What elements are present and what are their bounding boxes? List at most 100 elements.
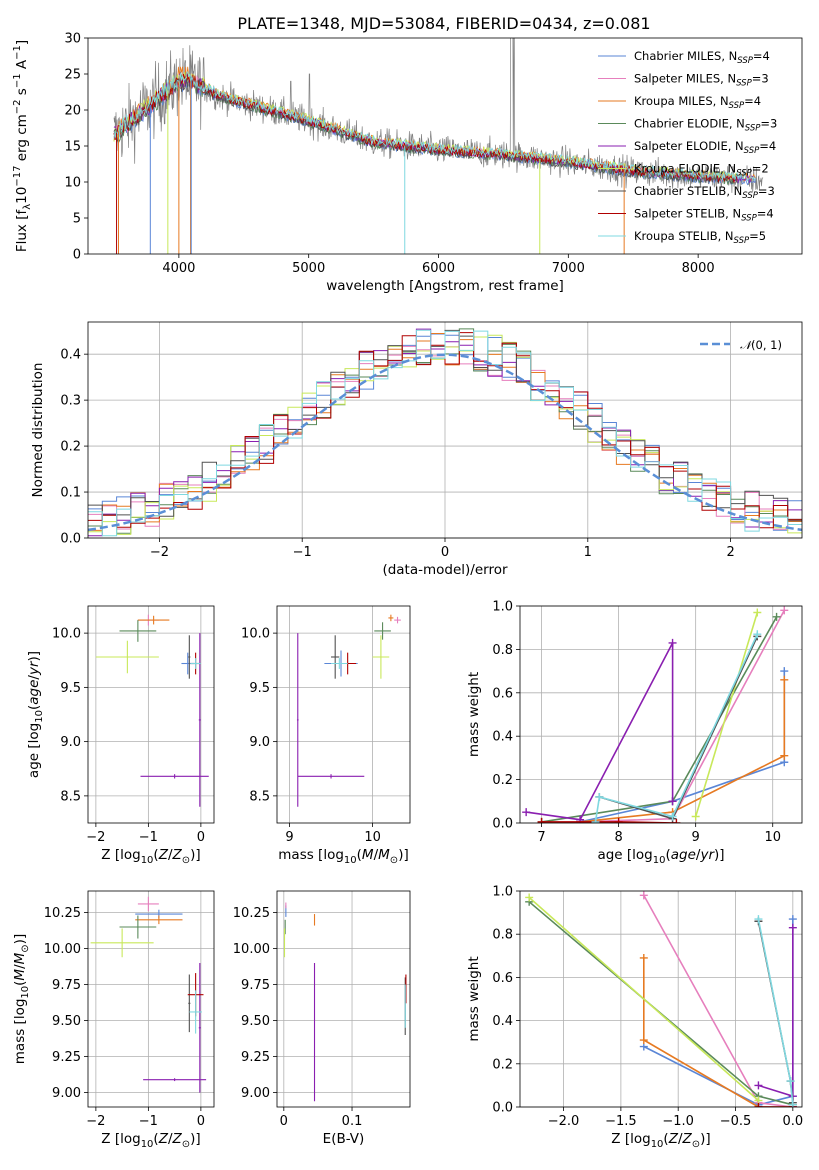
age_vs_mass-xtick-label: 9 [285, 830, 293, 845]
age_vs_mass-xtick-label: 10 [364, 830, 381, 845]
residual_histogram-xtick-label: 0 [441, 545, 449, 560]
y-axis-label: age [log10(age/yr)] [26, 651, 45, 778]
mass_vs_Z-ytick-label: 9.25 [52, 1050, 81, 1065]
age_vs_Z-panel: −2 −1 0 8.5 9.0 9.5 10.0 Z [log10(Z/Z⊙)] age [lo… [26, 605, 215, 866]
weight-line-3 [541, 616, 778, 823]
legend-label-3: Chabrier ELODIE, NSSP=3 [634, 117, 777, 134]
weight_vs_age-plot-area [522, 606, 789, 823]
weight-marker-7-0 [754, 1103, 763, 1107]
spectrum-xtick-label: 7000 [552, 261, 585, 276]
model-spectrum-line-8 [113, 70, 757, 182]
weight-line-8 [594, 633, 759, 823]
weight-marker-8-3 [753, 630, 762, 639]
legend-label-2: Kroupa MILES, NSSP=4 [634, 94, 761, 111]
legend-label-0: Chabrier MILES, NSSP=4 [634, 49, 770, 66]
age_vs_Z-xtick-label: −2 [86, 830, 105, 845]
y-axis-label: Flux [fλ10−17 erg cm−2 s−1 A−1] [12, 40, 33, 252]
x-axis-label: wavelength [Angstrom, rest frame] [326, 278, 564, 294]
histogram-series-8 [88, 329, 802, 537]
y-axis-label: mass weight [466, 672, 482, 757]
age_vs_Z-ytick-label: 9.5 [60, 681, 81, 696]
weight-marker-4-0 [754, 1081, 763, 1090]
spectrum-xtick-label: 8000 [682, 261, 715, 276]
mass_vs_Z-ytick-label: 9.50 [52, 1014, 81, 1029]
x-axis-label: Z [log10(Z/Z⊙)] [101, 847, 200, 866]
residual_histogram-ytick-label: 0.1 [60, 486, 81, 501]
mass_vs_EBV-frame [276, 890, 411, 1108]
age_vs_mass-plot-area [296, 614, 401, 807]
weight-marker-7-0 [537, 817, 546, 823]
mass_vs_EBV-ytick-label: 10.00 [233, 942, 270, 957]
age_vs_mass-ytick-label: 8.5 [249, 789, 270, 804]
weight_vs_age-frame [519, 605, 803, 824]
mass_vs_EBV-ytick-label: 9.00 [241, 1086, 270, 1101]
mass_vs_EBV-grid [277, 891, 410, 1107]
weight-marker-0-3 [788, 915, 797, 924]
weight-marker-2-0 [639, 953, 648, 962]
weight-marker-8-1 [786, 1077, 795, 1086]
weight-line-8 [757, 918, 794, 1105]
residual_histogram-xtick-label: 1 [584, 545, 592, 560]
residual_histogram-ytick-label: 0.3 [60, 394, 81, 409]
normal-reference-curve [88, 353, 802, 532]
age_vs_Z-ytick-label: 8.5 [60, 789, 81, 804]
mass_vs_Z-xtick-label: 0 [197, 1114, 205, 1129]
residual_histogram-ytick-label: 0.0 [60, 532, 81, 547]
spectrum-ytick-label: 25 [64, 68, 81, 83]
weight_vs_age-ytick-label: 0.6 [492, 686, 513, 701]
age_vs_mass-grid [277, 606, 410, 823]
age_vs_Z-grid [88, 606, 214, 823]
weight-marker-3-2 [772, 612, 781, 621]
legend-label-5: Kroupa ELODIE, NSSP=2 [634, 162, 769, 179]
age_vs_mass-ytick-label: 10.0 [241, 627, 270, 642]
residual_histogram-plot-area [88, 328, 802, 537]
weight-marker-8-1 [595, 792, 604, 801]
legend-label-1: Salpeter MILES, NSSP=3 [634, 72, 769, 89]
residual_histogram-ytick-label: 0.4 [60, 348, 81, 363]
weight-marker-8-0 [591, 817, 600, 823]
legend-label-8: Kroupa STELIB, NSSP=5 [634, 229, 766, 246]
mass_vs_Z-frame [87, 890, 215, 1108]
weight_vs_age-ytick-label: 1.0 [492, 600, 513, 615]
weight-marker-2-1 [639, 1036, 648, 1045]
weight_vs_Z-ytick-label: 0.0 [492, 1101, 513, 1116]
figure-title: PLATE=1348, MJD=53084, FIBERID=0434, z=0… [237, 14, 650, 33]
mass_vs_Z-xtick-label: −2 [86, 1114, 105, 1129]
weight-marker-1-2 [780, 606, 789, 615]
residual_histogram-frame [87, 321, 803, 539]
weight-marker-8-2 [668, 812, 677, 821]
age_vs_mass-ytick-label: 9.0 [249, 735, 270, 750]
weight-line-5 [528, 896, 759, 1102]
weight-line-0 [643, 919, 794, 1106]
spectrum-ytick-label: 20 [64, 104, 81, 119]
mass_vs_Z-ytick-label: 10.25 [44, 906, 81, 921]
weight-marker-7-1 [614, 817, 623, 823]
model-spectrum-line-7 [113, 72, 738, 183]
weight_vs_Z-plot-area [525, 891, 797, 1107]
y-axis-label: mass [log10(M/M⊙)] [12, 934, 31, 1064]
weight_vs_Z-xtick-label: −1.0 [662, 1114, 694, 1129]
spectrum-panel: 4000 5000 6000 7000 8000 0 5 10 15 20 25 30 waveleng… [12, 32, 803, 294]
spectrum-frame [87, 37, 803, 255]
weight_vs_age-ytick-label: 0.4 [492, 730, 513, 745]
mass_vs_EBV-xtick-label: 0.1 [342, 1114, 363, 1129]
mass_vs_Z-plot-area [90, 896, 207, 1093]
spectrum-ytick-label: 15 [64, 140, 81, 155]
age_vs_Z-ytick-label: 9.0 [60, 735, 81, 750]
weight-line-4 [758, 927, 794, 1107]
mass_vs_Z-ytick-label: 9.00 [52, 1086, 81, 1101]
age_vs_Z-frame [87, 605, 215, 824]
age_vs_Z-plot-area [95, 614, 209, 807]
legend-label-7: Salpeter STELIB, NSSP=4 [634, 207, 774, 224]
weight-marker-5-1 [753, 608, 762, 617]
spectrum-ytick-label: 10 [64, 176, 81, 191]
weight_vs_Z-ytick-label: 0.6 [492, 971, 513, 986]
mass_vs_EBV-xtick-label: 0 [280, 1114, 288, 1129]
weight_vs_Z-ytick-label: 1.0 [492, 885, 513, 900]
residual_histogram-xtick-label: −2 [150, 545, 169, 560]
residual_histogram-panel: −2 −1 0 1 2 0.0 0.1 0.2 0.3 0.4 (data-model)/error… [30, 321, 803, 578]
weight_vs_age-xtick-label: 9 [692, 830, 700, 845]
age_vs_Z-xtick-label: −1 [139, 830, 158, 845]
weight-line-5 [694, 612, 759, 817]
